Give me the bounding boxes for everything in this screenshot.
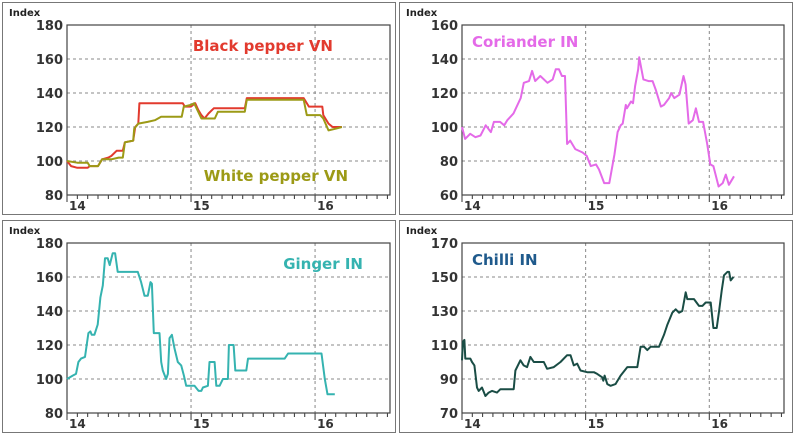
chart-coriander: Index 60 80 100 120 140 160 14 15 16 Coriander IN bbox=[406, 8, 785, 213]
y-tick-label: 160 bbox=[431, 19, 458, 34]
x-tick-label: 14 bbox=[69, 417, 86, 431]
y-axis-label: Index bbox=[9, 8, 41, 19]
y-tick-label: 90 bbox=[440, 373, 458, 388]
x-tick-label: 16 bbox=[317, 417, 334, 431]
y-tick-label: 80 bbox=[45, 189, 63, 204]
series-line-coriander-in bbox=[461, 56, 735, 188]
x-tick-label: 16 bbox=[711, 417, 728, 431]
y-tick-label: 140 bbox=[36, 87, 63, 102]
series-line-black-pepper-vn bbox=[66, 97, 342, 169]
series-label: Chilli IN bbox=[472, 251, 538, 269]
x-tick-label: 15 bbox=[588, 417, 605, 431]
y-tick-label: 150 bbox=[431, 271, 458, 286]
y-tick-label: 80 bbox=[440, 155, 458, 170]
panel-coriander: Index 60 80 100 120 140 160 14 15 16 Coriander IN bbox=[399, 2, 793, 215]
x-tick-label: 16 bbox=[317, 199, 334, 213]
chart-pepper: Index 80 100 120 140 160 180 14 15 16 Black pepper… bbox=[9, 8, 391, 213]
x-tick-label: 15 bbox=[193, 417, 210, 431]
y-tick-label: 100 bbox=[36, 373, 63, 388]
y-tick-label: 60 bbox=[440, 189, 458, 204]
panel-ginger: Index 80 100 120 140 160 180 14 15 16 Ginger IN bbox=[2, 220, 396, 433]
x-tick-label: 14 bbox=[69, 199, 86, 213]
y-tick-label: 120 bbox=[36, 339, 63, 354]
x-tick-label: 15 bbox=[588, 199, 605, 213]
x-tick-label: 16 bbox=[711, 199, 728, 213]
y-tick-label: 80 bbox=[45, 407, 63, 422]
x-tick-label: 14 bbox=[464, 199, 481, 213]
series-line-chilli-in bbox=[461, 270, 735, 397]
x-tick-label: 14 bbox=[464, 417, 481, 431]
panel-chilli: Index 70 90 110 130 150 170 14 15 16 Chilli IN bbox=[399, 220, 793, 433]
series-label: Black pepper VN bbox=[193, 37, 333, 55]
y-axis-label: Index bbox=[406, 8, 438, 19]
series-line-ginger-in bbox=[66, 252, 335, 396]
series-label: White pepper VN bbox=[204, 167, 348, 185]
plot-frame bbox=[66, 242, 391, 414]
series-line-white-pepper-vn bbox=[66, 98, 343, 168]
series-label: Ginger IN bbox=[283, 255, 363, 273]
chart-chilli: Index 70 90 110 130 150 170 14 15 16 Chilli IN bbox=[406, 226, 785, 431]
series-label: Coriander IN bbox=[472, 33, 578, 51]
y-tick-label: 180 bbox=[36, 237, 63, 252]
chart-ginger: Index 80 100 120 140 160 180 14 15 16 Ginger IN bbox=[9, 226, 391, 431]
y-tick-label: 140 bbox=[431, 53, 458, 68]
y-tick-label: 160 bbox=[36, 271, 63, 286]
y-tick-label: 180 bbox=[36, 19, 63, 34]
y-axis-label: Index bbox=[406, 226, 438, 237]
y-axis-label: Index bbox=[9, 226, 41, 237]
y-tick-label: 70 bbox=[440, 407, 458, 422]
panel-pepper: Index 80 100 120 140 160 180 14 15 16 Black pepper… bbox=[2, 2, 396, 215]
plot-frame bbox=[461, 242, 785, 414]
y-tick-label: 100 bbox=[36, 155, 63, 170]
y-tick-label: 120 bbox=[431, 87, 458, 102]
y-tick-label: 100 bbox=[431, 121, 458, 136]
y-tick-label: 110 bbox=[431, 339, 458, 354]
x-tick-label: 15 bbox=[193, 199, 210, 213]
plot-frame bbox=[461, 24, 785, 196]
y-tick-label: 120 bbox=[36, 121, 63, 136]
plot-frame bbox=[66, 24, 391, 196]
y-tick-label: 160 bbox=[36, 53, 63, 68]
y-tick-label: 130 bbox=[431, 305, 458, 320]
y-tick-label: 170 bbox=[431, 237, 458, 252]
y-tick-label: 140 bbox=[36, 305, 63, 320]
